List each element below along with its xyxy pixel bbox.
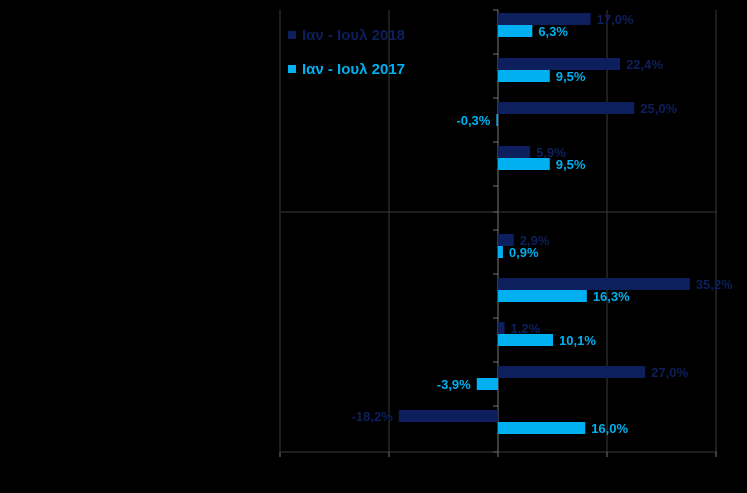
data-label-2017: 16,0%: [591, 421, 628, 436]
data-label-2017: -0,3%: [456, 113, 490, 128]
data-label-2017: 10,1%: [559, 333, 596, 348]
bar-2017: [498, 25, 533, 37]
bar-2018: [498, 322, 505, 334]
bar-2018: [498, 102, 635, 114]
legend-label-2017: Ιαν - Ιουλ 2017: [302, 60, 406, 78]
legend-item-2017: Ιαν - Ιουλ 2017: [288, 52, 405, 86]
legend-swatch-2017: [288, 65, 296, 73]
bar-2018: [498, 278, 690, 290]
data-label-2017: 16,3%: [593, 289, 630, 304]
bar-2018: [398, 410, 498, 422]
data-label-2018: 1,2%: [511, 321, 541, 336]
bar-2018: [498, 146, 531, 158]
bar-2017: [498, 70, 550, 82]
legend: Ιαν - Ιουλ 2018 Ιαν - Ιουλ 2017: [288, 18, 405, 86]
bar-2017: [498, 334, 554, 346]
bar-2017: [496, 114, 498, 126]
bar-2017: [498, 422, 586, 434]
data-label-2018: 35,2%: [696, 277, 733, 292]
bar-2017: [476, 378, 498, 390]
data-label-2018: 17,0%: [597, 12, 634, 27]
data-label-2017: 9,5%: [556, 157, 586, 172]
data-label-2018: 27,0%: [651, 365, 688, 380]
bar-2017: [498, 158, 550, 170]
data-label-2017: 9,5%: [556, 69, 586, 84]
bar-2017: [498, 246, 503, 258]
bar-2018: [498, 13, 591, 25]
bar-2018: [498, 234, 514, 246]
legend-label-2018: Ιαν - Ιουλ 2018: [302, 26, 406, 44]
bar-2017: [498, 290, 587, 302]
data-label-2017: -3,9%: [437, 377, 471, 392]
bar-2018: [498, 366, 646, 378]
data-label-2018: 5,9%: [536, 145, 566, 160]
bar-2018: [498, 58, 621, 70]
legend-swatch-2018: [288, 31, 296, 39]
data-label-2018: 2,9%: [520, 233, 550, 248]
data-label-2018: -18,2%: [352, 409, 394, 424]
data-label-2018: 22,4%: [626, 57, 663, 72]
data-label-2018: 25,0%: [640, 101, 677, 116]
data-label-2017: 0,9%: [509, 245, 539, 260]
data-label-2017: 6,3%: [538, 24, 568, 39]
legend-item-2018: Ιαν - Ιουλ 2018: [288, 18, 405, 52]
